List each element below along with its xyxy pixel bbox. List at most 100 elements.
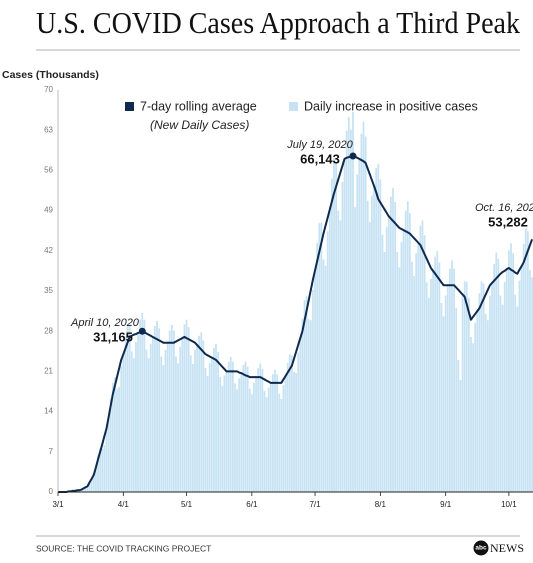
bar [371,195,373,492]
bar [120,366,123,492]
bar [318,223,321,492]
bar [200,332,203,492]
bar [387,216,390,493]
source: SOURCE: THE COVID TRACKING PROJECT [36,543,211,553]
bar [343,158,346,492]
bar [522,243,525,492]
bar [364,136,367,492]
bar [109,398,112,492]
bar [267,387,270,492]
bar [484,313,487,492]
bar [366,200,369,492]
bar [379,179,382,493]
annotation-dot [138,327,146,335]
bar [177,363,179,492]
bar [356,174,359,493]
bar [299,338,302,492]
bar [377,164,380,492]
bar [526,231,529,492]
bar [162,365,165,492]
bar [472,343,474,492]
bar [432,270,434,492]
bar [219,377,222,492]
bar [194,350,196,492]
bar [261,369,264,492]
bar [400,242,403,492]
bar [301,318,304,492]
annotation-value: 53,282 [488,214,528,229]
y-tick-label: 63 [44,125,53,134]
bar [236,389,238,492]
annotation-value: 31,165 [93,329,133,344]
bar [438,262,441,492]
x-tick-label: 9/1 [440,500,452,509]
bar [316,242,319,492]
bar [425,282,428,492]
bar [143,319,146,492]
bar [531,277,533,492]
bar [385,226,388,492]
bar [248,388,251,492]
bar [427,297,430,492]
bar [495,252,498,492]
annotation-dot [349,152,357,160]
x-tick-label: 7/1 [309,500,321,509]
bar [215,343,217,492]
chart-title: U.S. COVID Cases Approach a Third Peak [36,5,520,40]
bar [390,196,392,492]
bar [512,253,514,492]
y-tick-label: 42 [44,246,53,255]
bar [514,294,517,492]
bar [436,250,439,492]
bar [202,340,205,492]
bar [396,251,399,492]
x-tick-label: 6/1 [246,500,258,509]
bar [381,234,384,492]
bar [444,295,447,492]
bar [284,375,287,492]
y-tick-label: 56 [44,166,53,175]
bar [111,382,114,492]
legend-note: (New Daily Cases) [150,118,249,132]
bar [128,324,131,492]
bar [478,293,481,492]
bar [90,479,93,492]
bar [84,486,87,492]
line [58,155,533,493]
bar [345,130,348,492]
bar [529,269,531,492]
bar [508,250,510,492]
bar [516,306,519,492]
bar [206,375,209,492]
bar [124,336,127,492]
bar [446,285,449,492]
bar [368,222,371,493]
legend-swatch [289,102,298,111]
bar [137,332,139,492]
bar [339,220,342,492]
y-tick-label: 70 [44,85,53,94]
bar [183,324,186,492]
bar [333,157,335,492]
bar [413,276,415,492]
x-tick-label: 10/1 [501,500,517,509]
bar [86,486,89,492]
bar [322,259,325,492]
bar [417,242,420,492]
bar [451,260,453,492]
bar [166,342,169,492]
plot-area: 0 7 14 21 28 35 42 49 56 63 70 3/1 4/1 5/1 6/1 7/1 8/1 9/… [44,85,533,509]
bar [158,328,161,492]
bar [465,281,468,492]
bar [168,330,171,492]
bar [411,261,413,492]
bar [139,319,142,492]
bar [265,397,268,492]
bar [349,129,352,492]
bar [402,230,405,492]
bar [240,373,243,492]
bar [295,373,297,492]
bar [145,349,148,492]
bar [453,268,455,492]
